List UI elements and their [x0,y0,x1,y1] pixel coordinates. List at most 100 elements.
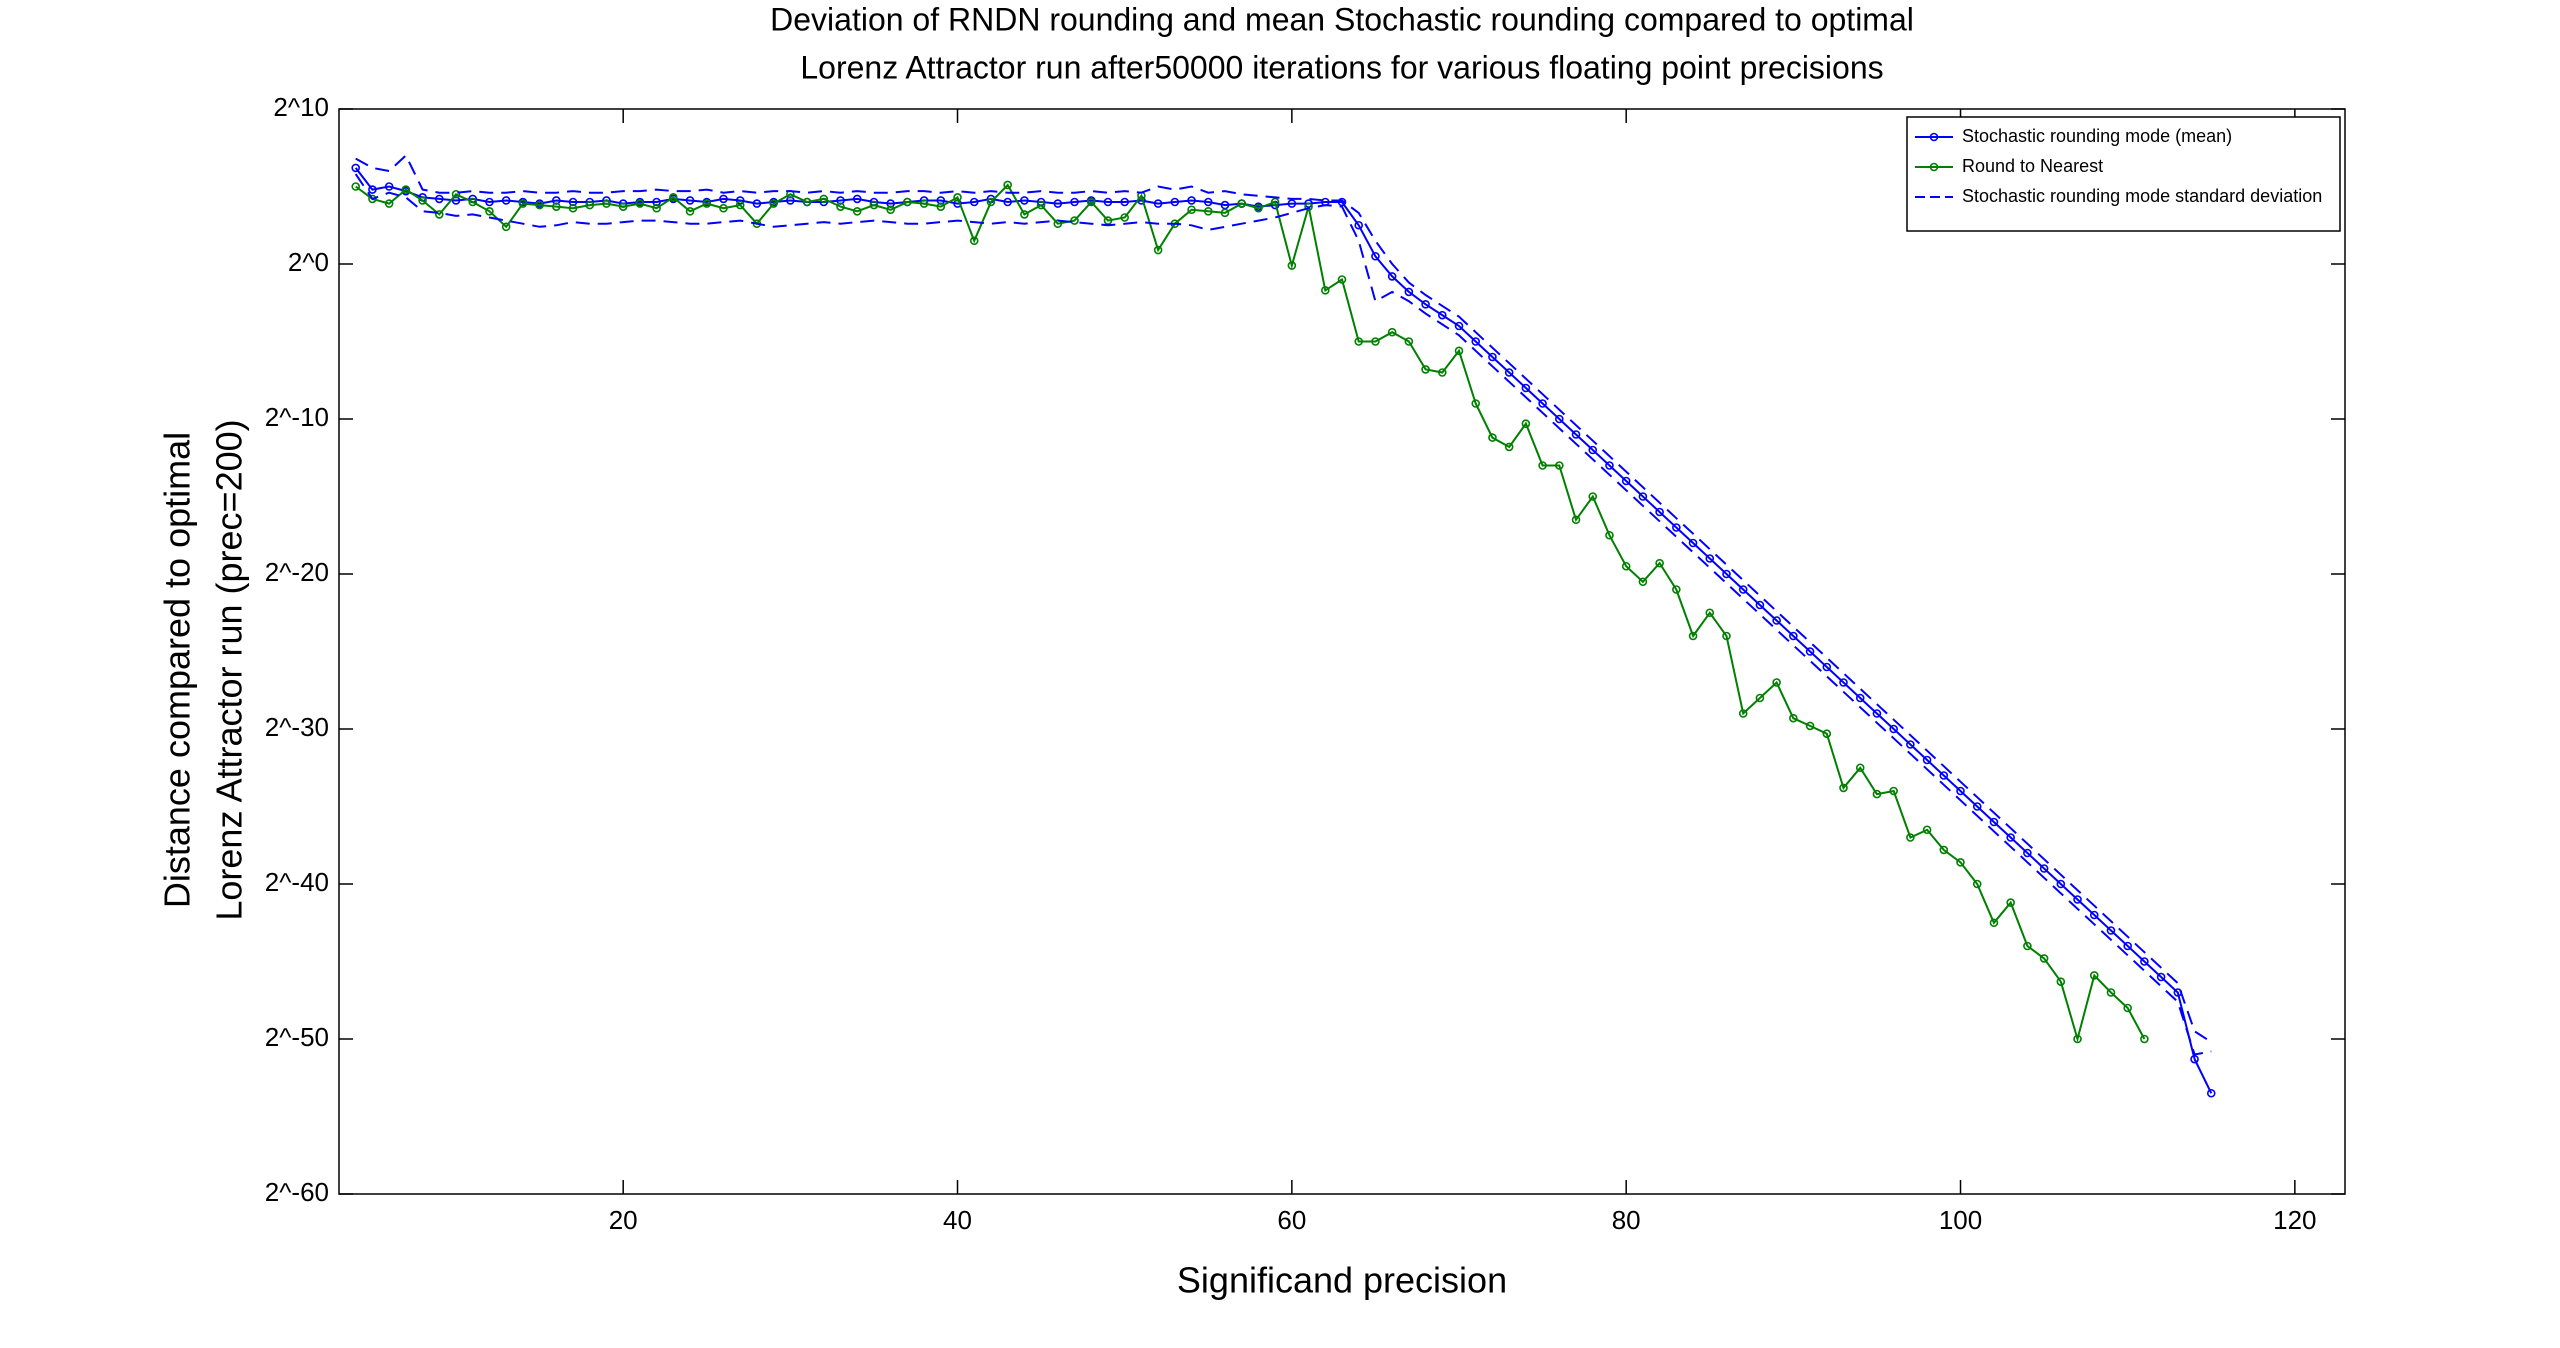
point [986,197,996,207]
point [702,199,712,208]
point [1789,631,1798,641]
x-tick-label: 60 [1277,1205,1306,1235]
point [1939,771,1949,780]
point [1471,399,1481,408]
point [2089,910,2099,920]
point [2056,977,2066,986]
point [1371,337,1380,346]
point [451,196,461,205]
point [1003,180,1012,190]
series-line [354,173,2212,1056]
point [2206,1088,2216,1098]
point [903,197,912,207]
y-tick-label: 2^0 [288,247,329,277]
point [451,189,461,199]
x-tick-label: 40 [943,1205,972,1235]
point [1638,492,1648,501]
point [1020,196,1029,205]
point [351,163,361,173]
point [1621,561,1631,571]
point [1805,721,1815,731]
point [2056,879,2066,889]
point [2006,898,2015,907]
point [1855,693,1865,703]
point [2156,972,2166,982]
point [1956,786,1965,796]
point [669,193,678,202]
legend-marker [1929,162,1939,172]
point [1738,585,1748,594]
point [1822,662,1832,672]
point [585,200,595,210]
point [1120,213,1129,222]
point [2073,1034,2082,1044]
point [1805,647,1815,656]
point [1772,616,1781,625]
point [1387,327,1397,337]
point [1922,755,1932,765]
point [735,196,745,205]
point [1086,197,1096,207]
point [1972,802,1982,811]
point [2023,941,2032,951]
point [1688,631,1698,641]
point [852,194,862,204]
y-axis-label: Lorenz Attractor run (prec=200) [209,419,250,920]
series-line [355,183,2146,1043]
point [1387,272,1397,281]
point [1153,245,1163,255]
legend-label: Stochastic rounding mode standard deviat… [1962,186,2322,206]
point [1889,724,1898,734]
point [1454,346,1464,356]
y-tick-label: 2^-40 [265,867,329,897]
point [652,197,661,207]
point [1889,786,1898,796]
point [1705,608,1715,618]
point [485,197,494,207]
point [2089,971,2099,980]
point [1989,817,1999,827]
point [1822,729,1832,738]
point [1421,299,1430,309]
point [1103,216,1113,225]
point [1053,199,1063,208]
point [618,202,628,211]
legend-box [1906,116,2341,232]
point [652,203,661,213]
point [1956,857,1965,867]
point [936,202,946,211]
point [1605,530,1614,540]
point [735,200,745,210]
y-tick-label: 2^10 [273,92,329,122]
point [1354,220,1364,230]
point [485,207,494,216]
point [1504,442,1514,452]
point [1588,492,1598,501]
point [836,202,845,211]
point [1555,414,1564,424]
point [969,197,979,207]
point [1153,199,1163,208]
point [1989,918,1999,928]
point [1203,207,1213,216]
point [1070,216,1079,225]
point [1120,197,1129,207]
point [969,236,979,246]
y-tick-label: 2^-10 [265,402,329,432]
point [786,196,795,205]
point [719,194,728,204]
point [852,207,862,216]
point [1471,337,1481,346]
point [351,182,361,191]
point [953,193,962,202]
point [1872,789,1882,799]
point [869,200,879,210]
point [1538,461,1547,470]
point [501,196,511,205]
point [1287,261,1297,270]
point [1855,763,1865,773]
point [1170,197,1180,207]
point [1354,337,1364,346]
point [1839,678,1848,687]
